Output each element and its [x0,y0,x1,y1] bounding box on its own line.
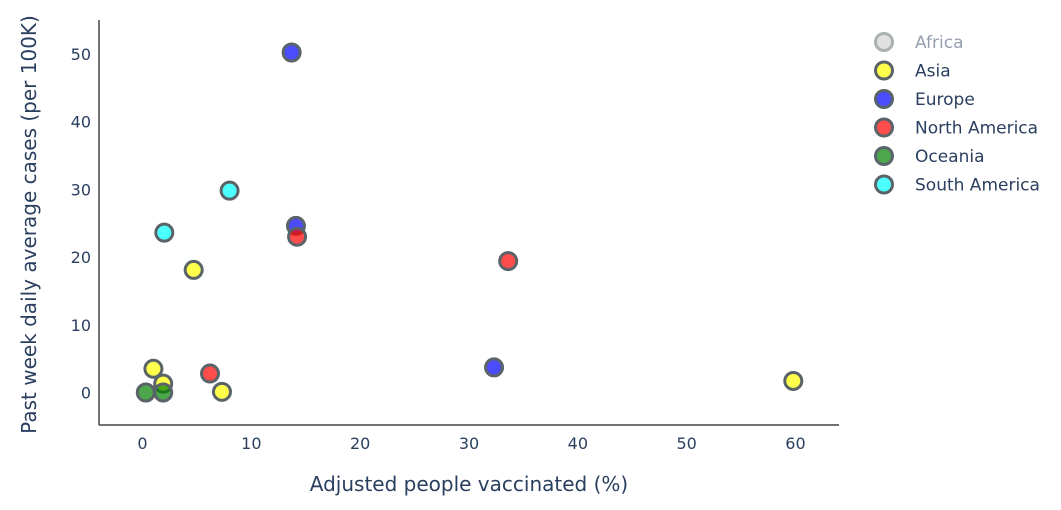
plot-area [135,42,804,403]
y-tick-label: 40 [71,113,91,132]
tick-labels: 0 10 20 30 40 50 60 0 10 20 30 40 50 [71,45,806,453]
legend-label: North America [915,119,1038,139]
legend-label: South America [915,176,1040,196]
y-tick-label: 10 [71,316,91,335]
legend-item[interactable]: Oceania [874,146,985,167]
x-tick-label: 0 [137,434,147,453]
legend-label: Europe [915,90,975,110]
y-tick-label: 0 [81,383,91,402]
legend-marker [874,60,894,81]
data-point[interactable] [143,358,164,379]
y-axis-title: Past week daily average cases (per 100K) [17,15,41,434]
data-point[interactable] [183,259,204,280]
legend-item[interactable]: North America [874,117,1039,139]
legend-item[interactable]: Europe [874,89,975,110]
data-point[interactable] [783,370,804,391]
x-tick-label: 30 [459,434,479,453]
data-point[interactable] [219,180,240,201]
legend-marker [874,32,894,52]
x-tick-label: 60 [785,434,805,453]
legend: Africa Asia Europe North America Oceania Sout… [874,32,1040,196]
x-tick-label: 50 [676,434,696,453]
legend-item[interactable]: Africa [874,32,964,53]
legend-label: Oceania [915,147,985,167]
data-point[interactable] [498,251,519,272]
legend-marker [874,146,894,166]
legend-label: Asia [915,62,951,82]
x-tick-label: 40 [568,434,588,453]
x-tick-label: 20 [350,434,370,453]
data-point[interactable] [484,357,505,378]
x-axis-title: Adjusted people vaccinated (%) [310,472,628,496]
legend-marker [874,117,894,138]
y-tick-label: 50 [71,45,91,64]
legend-marker [874,174,894,195]
legend-item[interactable]: Asia [874,60,951,82]
data-point[interactable] [135,382,156,403]
data-point[interactable] [200,363,220,384]
data-point[interactable] [154,222,175,243]
data-point[interactable] [287,226,308,247]
data-point[interactable] [211,381,232,402]
data-point[interactable] [153,382,174,403]
legend-label: Africa [915,33,964,53]
x-tick-label: 10 [241,434,261,453]
axes [98,20,839,426]
legend-marker [874,89,894,109]
legend-item[interactable]: South America [874,174,1040,196]
y-tick-label: 30 [71,180,91,199]
y-tick-label: 20 [71,248,91,267]
data-point[interactable] [281,42,302,63]
